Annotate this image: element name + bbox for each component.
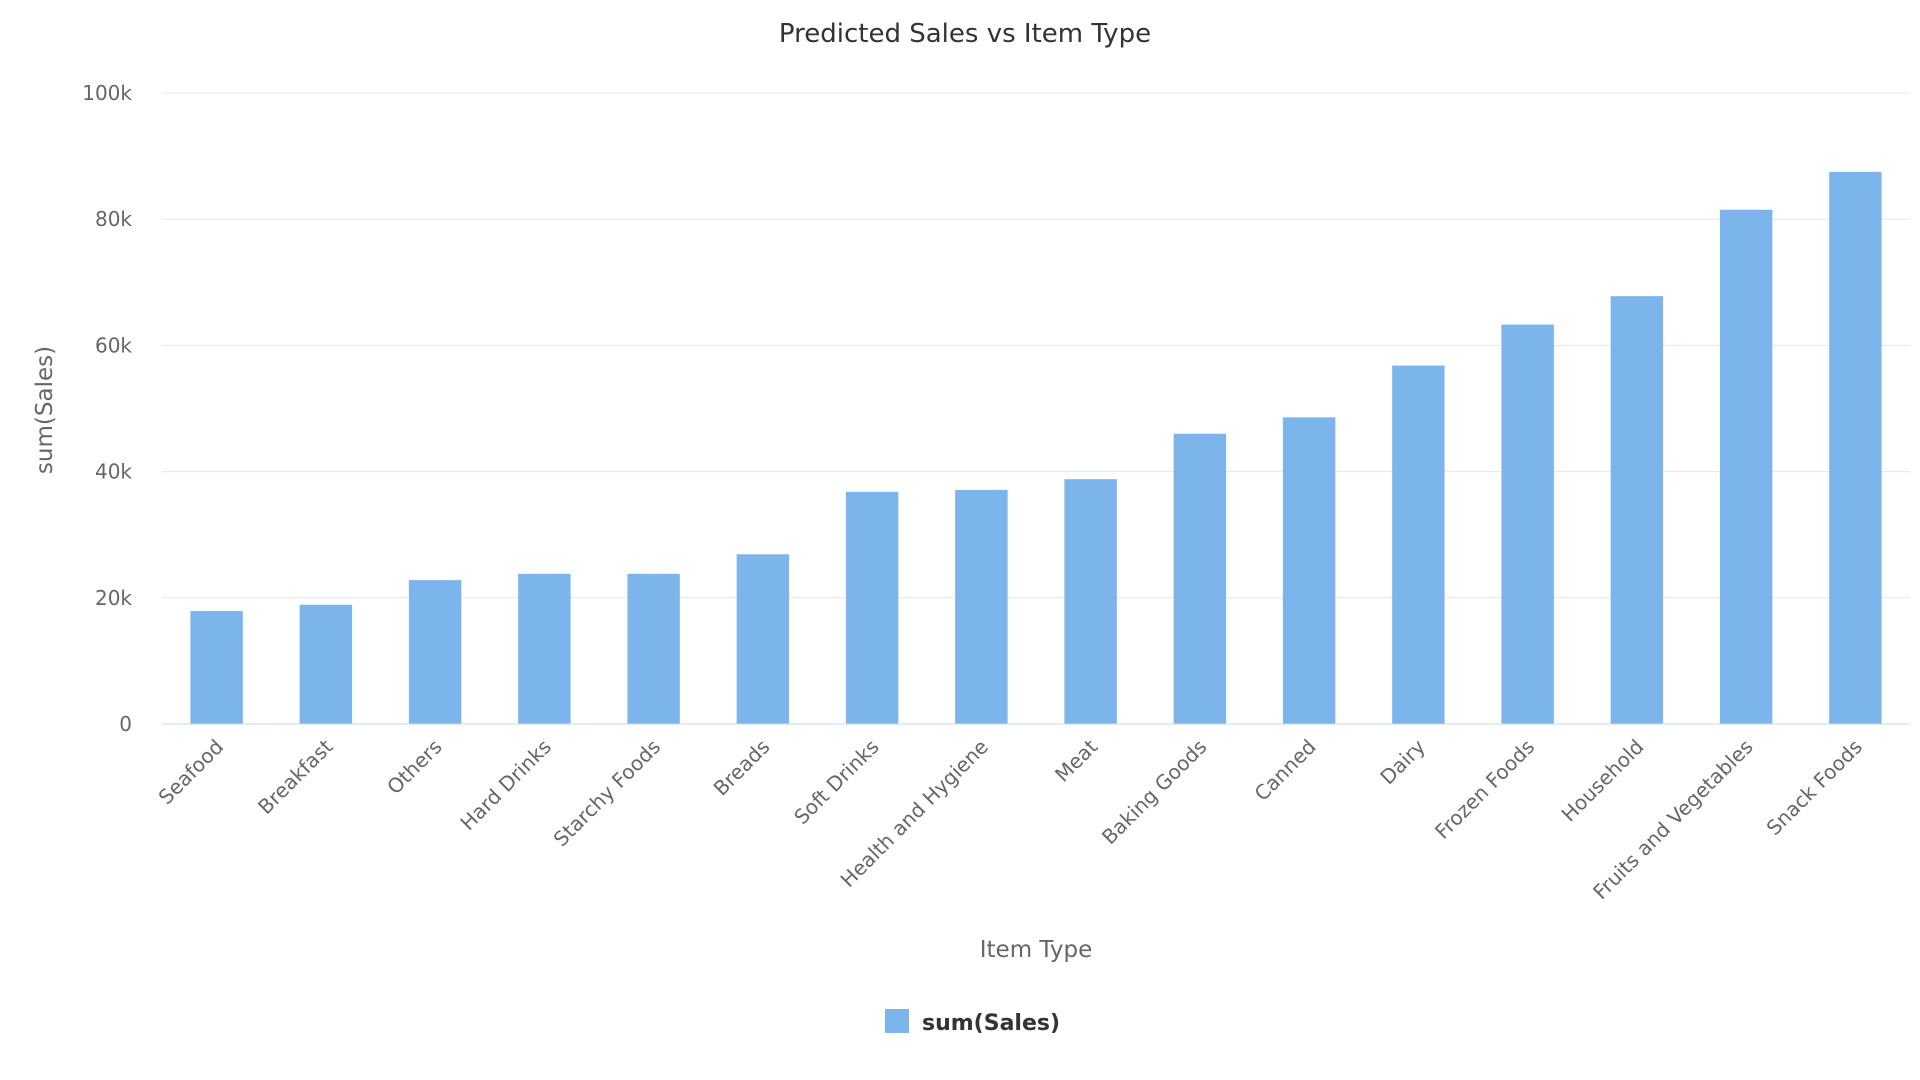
- bar[interactable]: [1282, 417, 1336, 724]
- y-axis-title: sum(Sales): [32, 346, 58, 474]
- x-tick-label: Starchy Foods: [549, 735, 666, 852]
- x-axis-ticks: Seafood Breakfast Others Hard DrinksStarchy…: [154, 734, 1867, 904]
- x-tick-label: Snack Foods: [1762, 735, 1867, 840]
- bar[interactable]: [1501, 324, 1554, 724]
- y-tick-label: 80k: [95, 207, 132, 231]
- bar[interactable]: [1719, 209, 1773, 725]
- bar[interactable]: [299, 604, 353, 724]
- y-tick-label: 40k: [95, 460, 132, 484]
- bar[interactable]: [736, 554, 790, 724]
- bar[interactable]: [1829, 171, 1882, 724]
- chart-title: Predicted Sales vs Item Type: [779, 19, 1151, 49]
- x-tick-label: Breads: [709, 735, 775, 801]
- bar[interactable]: [1392, 365, 1445, 724]
- x-tick-label: Household: [1557, 735, 1649, 827]
- y-tick-label: 60k: [95, 333, 132, 357]
- y-axis-ticks: 0 20k 40k 60k 80k 100k: [82, 81, 132, 736]
- bar[interactable]: [627, 573, 680, 724]
- legend[interactable]: sum(Sales): [885, 1009, 1060, 1036]
- bar[interactable]: [1064, 479, 1117, 724]
- x-tick-label: Seafood: [154, 735, 229, 810]
- x-tick-label: Others: [382, 735, 447, 800]
- y-tick-label: 0: [119, 712, 132, 736]
- bar[interactable]: [955, 489, 1008, 724]
- x-tick-label: Dairy: [1375, 734, 1430, 789]
- x-tick-label: Baking Goods: [1097, 735, 1212, 850]
- x-tick-label: Soft Drinks: [789, 735, 884, 830]
- x-tick-label: Meat: [1050, 734, 1102, 786]
- y-tick-label: 20k: [95, 586, 132, 610]
- bar[interactable]: [1173, 433, 1227, 724]
- bar[interactable]: [1610, 296, 1664, 724]
- bar[interactable]: [845, 491, 899, 724]
- bar[interactable]: [190, 611, 243, 724]
- x-tick-label: Frozen Foods: [1430, 735, 1539, 844]
- bar[interactable]: [408, 580, 462, 724]
- bars: [190, 171, 1882, 725]
- x-tick-label: Breakfast: [253, 734, 337, 818]
- bar[interactable]: [518, 573, 571, 724]
- y-tick-label: 100k: [82, 81, 132, 105]
- legend-swatch[interactable]: [885, 1009, 909, 1033]
- legend-label[interactable]: sum(Sales): [922, 1011, 1060, 1036]
- x-tick-label: Canned: [1250, 735, 1321, 806]
- x-axis-title: Item Type: [980, 937, 1093, 963]
- x-tick-label: Hard Drinks: [455, 735, 555, 835]
